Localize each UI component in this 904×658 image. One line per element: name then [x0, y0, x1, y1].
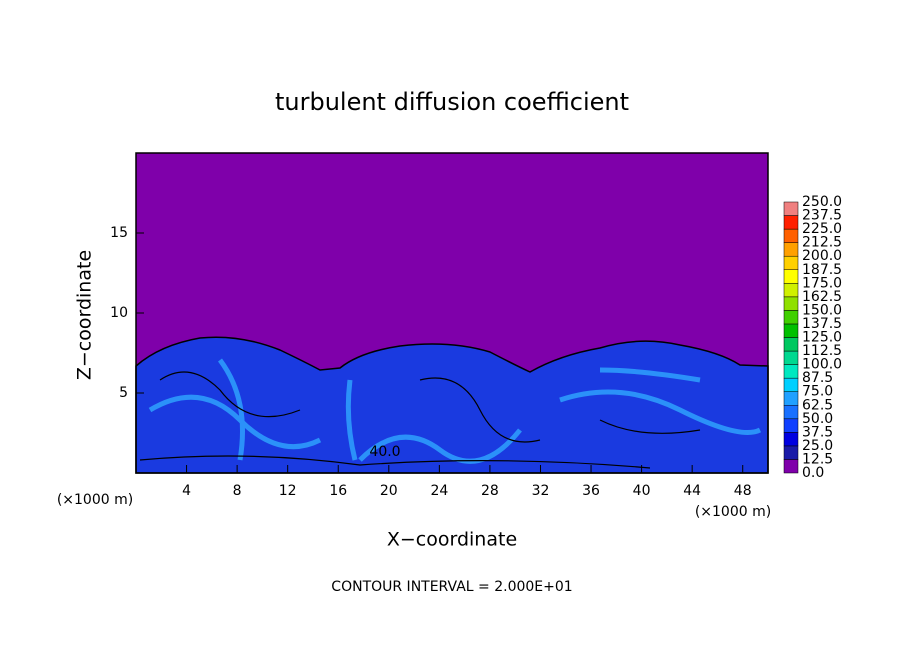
x-tick-label: 24 [430, 483, 448, 499]
colorbar-label: 50.0 [802, 411, 833, 427]
x-axis-label: X−coordinate [387, 529, 517, 551]
y-tick-label: 10 [110, 305, 128, 321]
colorbar-bin [783, 337, 799, 352]
colorbar-bin [783, 418, 799, 433]
colorbar-label: 225.0 [802, 221, 842, 237]
colorbar-label: 175.0 [802, 275, 842, 291]
colorbar-bin [783, 310, 799, 325]
colorbar-label: 37.5 [802, 424, 833, 440]
x-tick-label: 28 [481, 483, 499, 499]
colorbar-bin [783, 377, 799, 392]
x-tick-label: 20 [380, 483, 398, 499]
contour-label: 40.0 [369, 444, 400, 460]
x-tick-label: 44 [683, 483, 701, 499]
colorbar-bin [783, 283, 799, 298]
colorbar-label: 125.0 [802, 330, 842, 346]
colorbar-label: 212.5 [802, 235, 842, 251]
colorbar-bin [783, 269, 799, 284]
colorbar-bin [783, 364, 799, 379]
colorbar-label: 112.5 [802, 343, 842, 359]
colorbar-bin [783, 323, 799, 338]
x-tick-label: 16 [329, 483, 347, 499]
colorbar-label: 237.5 [802, 208, 842, 224]
colorbar-bin [783, 432, 799, 447]
colorbar-label: 187.5 [802, 262, 842, 278]
colorbar-bin [783, 215, 799, 230]
colorbar-label: 25.0 [802, 438, 833, 454]
field [135, 152, 769, 474]
x-tick-label: 4 [182, 483, 191, 499]
colorbar-bin [783, 445, 799, 460]
colorbar-label: 62.5 [802, 397, 833, 413]
chart-title: turbulent diffusion coefficient [275, 88, 629, 116]
footer: CONTOUR INTERVAL = 2.000E+01 [331, 579, 572, 595]
colorbar-bin [783, 242, 799, 257]
colorbar-bin [783, 405, 799, 420]
colorbar-bin [783, 296, 799, 311]
field-streak [148, 358, 762, 464]
y-tick-label: 15 [110, 225, 128, 241]
x-tick-label: 48 [734, 483, 752, 499]
colorbar-bin [783, 459, 799, 474]
colorbar-bin [783, 228, 799, 243]
colorbar-bin [783, 350, 799, 365]
x-tick-label: 32 [532, 483, 550, 499]
y-tick-label: 5 [119, 385, 128, 401]
colorbar-label: 87.5 [802, 370, 833, 386]
contour-line [139, 371, 701, 469]
y-axis-label: Z−coordinate [74, 250, 96, 380]
colorbar-label: 75.0 [802, 384, 833, 400]
colorbar-label: 200.0 [802, 248, 842, 264]
x-tick-label: 40 [633, 483, 651, 499]
colorbar-label: 100.0 [802, 357, 842, 373]
x-tick-label: 12 [279, 483, 297, 499]
colorbar-label: 137.5 [802, 316, 842, 332]
x-unit-right: (×1000 m) [695, 504, 771, 520]
colorbar-label: 150.0 [802, 302, 842, 318]
x-tick-label: 36 [582, 483, 600, 499]
colorbar-label: 162.5 [802, 289, 842, 305]
colorbar-bin [783, 391, 799, 406]
colorbar-bin [783, 255, 799, 271]
colorbar-label: 250.0 [802, 194, 842, 210]
colorbar-bin [783, 201, 799, 216]
colorbar-label: 0.0 [802, 465, 824, 481]
x-tick-label: 8 [233, 483, 242, 499]
x-unit-left: (×1000 m) [57, 492, 133, 508]
colorbar-label: 12.5 [802, 451, 833, 467]
